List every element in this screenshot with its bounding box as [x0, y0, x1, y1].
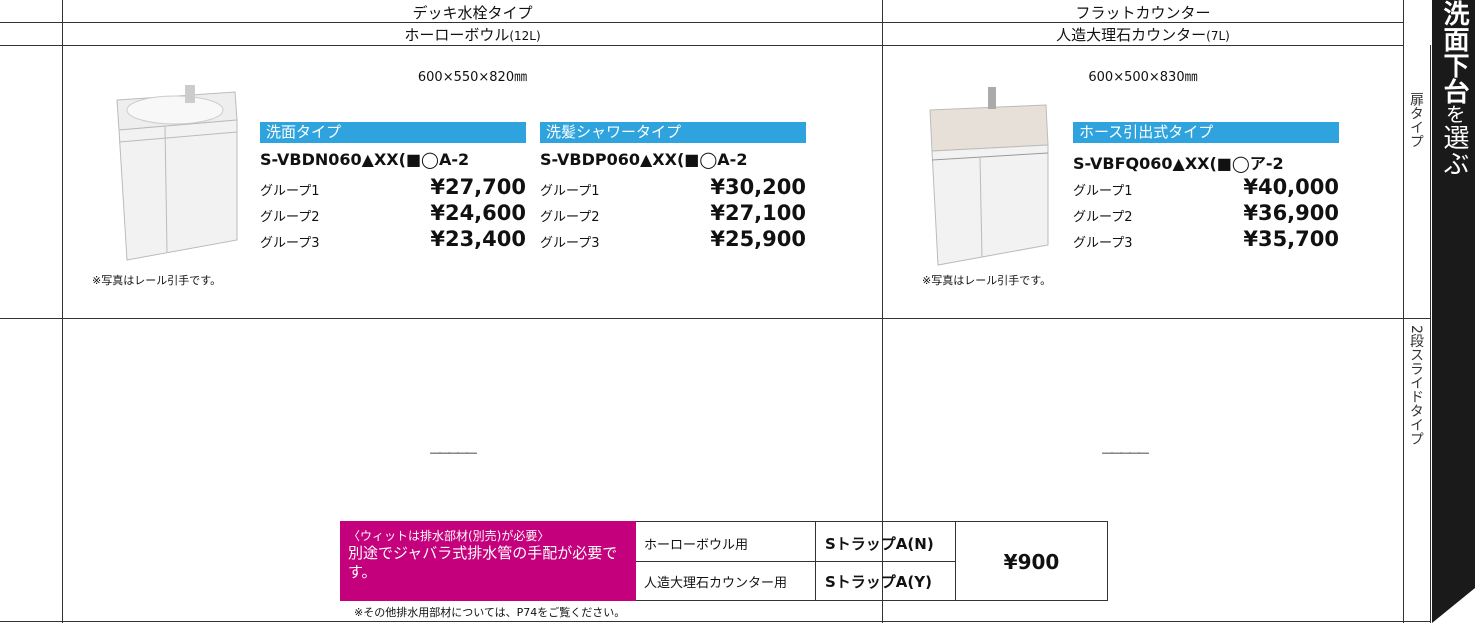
model: S-VBDP060▲XX(■◯A-2 — [540, 150, 748, 169]
notice-head: 〈ウィットは排水部材(別売)が必要〉 — [348, 529, 550, 543]
rule — [0, 45, 1403, 46]
tab-tail: 選ぶ — [1439, 124, 1469, 176]
model: S-VBDN060▲XX(■◯A-2 — [260, 150, 470, 169]
price: ¥24,600 — [430, 201, 526, 225]
rule — [882, 0, 883, 623]
drain-notice: 〈ウィットは排水部材(別売)が必要〉 別途でジャバラ式排水管の手配が必要です。 — [340, 521, 636, 601]
product-image — [929, 87, 1049, 266]
side-tab-text: 洗面下台を選ぶ — [1435, 0, 1473, 176]
drain-use: ホーローボウル用 — [644, 538, 749, 553]
tab-bold: 洗面下台 — [1439, 0, 1469, 104]
price: ¥25,900 — [710, 227, 806, 251]
footnote: ※その他排水用部材については、P74をご覧ください。 — [354, 606, 626, 619]
group: グループ2 — [540, 210, 600, 225]
group: グループ2 — [1073, 210, 1133, 225]
price: ¥27,100 — [710, 201, 806, 225]
side-tab — [1432, 0, 1475, 623]
placeholder: ――――― — [430, 446, 477, 459]
rule — [0, 318, 1430, 319]
group-title: デッキ水栓タイプ — [412, 4, 533, 22]
drain-part: SトラップA(Y) — [825, 573, 932, 591]
photo-note: ※写真はレール引手です。 — [92, 274, 222, 287]
group-title: フラットカウンター — [1075, 4, 1211, 22]
sub: 人造大理石カウンター — [1056, 26, 1207, 44]
price: ¥27,700 — [430, 175, 526, 199]
rule — [636, 561, 955, 562]
group-sub: ホーローボウル(12L) — [63, 24, 882, 45]
product-image — [116, 85, 238, 261]
price: ¥36,900 — [1243, 201, 1339, 225]
group: グループ3 — [1073, 236, 1133, 251]
rule — [0, 621, 1430, 622]
size: 600×550×820㎜ — [417, 70, 528, 85]
rule — [815, 521, 816, 601]
variant-label: ホース引出式タイプ — [1073, 122, 1339, 143]
drain-part: SトラップA(N) — [825, 535, 934, 553]
model: S-VBFQ060▲XX(■◯ア-2 — [1073, 154, 1284, 173]
group: グループ3 — [540, 236, 600, 251]
sub: ホーローボウル — [404, 26, 510, 44]
group: グループ3 — [260, 236, 320, 251]
row-label: 2段スライドタイプ — [1408, 325, 1424, 446]
price: ¥40,000 — [1243, 175, 1339, 199]
notice-body: 別途でジャバラ式排水管の手配が必要です。 — [348, 544, 618, 581]
rule — [1403, 0, 1404, 623]
group-sub: 人造大理石カウンター(7L) — [883, 24, 1403, 45]
variant-label: 洗髪シャワータイプ — [540, 122, 806, 143]
variant-label: 洗面タイプ — [260, 122, 526, 143]
rule — [0, 22, 1403, 23]
drain-price: ¥900 — [1003, 550, 1060, 574]
unit: (12L) — [509, 29, 541, 43]
placeholder: ――――― — [1102, 446, 1149, 459]
group: グループ1 — [540, 184, 600, 199]
group: グループ1 — [1073, 184, 1133, 199]
rule — [62, 0, 63, 623]
group: グループ1 — [260, 184, 320, 199]
rule — [955, 521, 956, 601]
price: ¥23,400 — [430, 227, 526, 251]
price: ¥30,200 — [710, 175, 806, 199]
price: ¥35,700 — [1243, 227, 1339, 251]
row-label: 扉タイプ — [1408, 92, 1424, 148]
size: 600×500×830㎜ — [1088, 70, 1198, 85]
photo-note: ※写真はレール引手です。 — [922, 274, 1052, 287]
drain-use: 人造大理石カウンター用 — [644, 576, 788, 591]
group: グループ2 — [260, 210, 320, 225]
unit: (7L) — [1206, 29, 1230, 43]
tab-light: を — [1442, 104, 1466, 124]
rule — [1430, 45, 1431, 623]
